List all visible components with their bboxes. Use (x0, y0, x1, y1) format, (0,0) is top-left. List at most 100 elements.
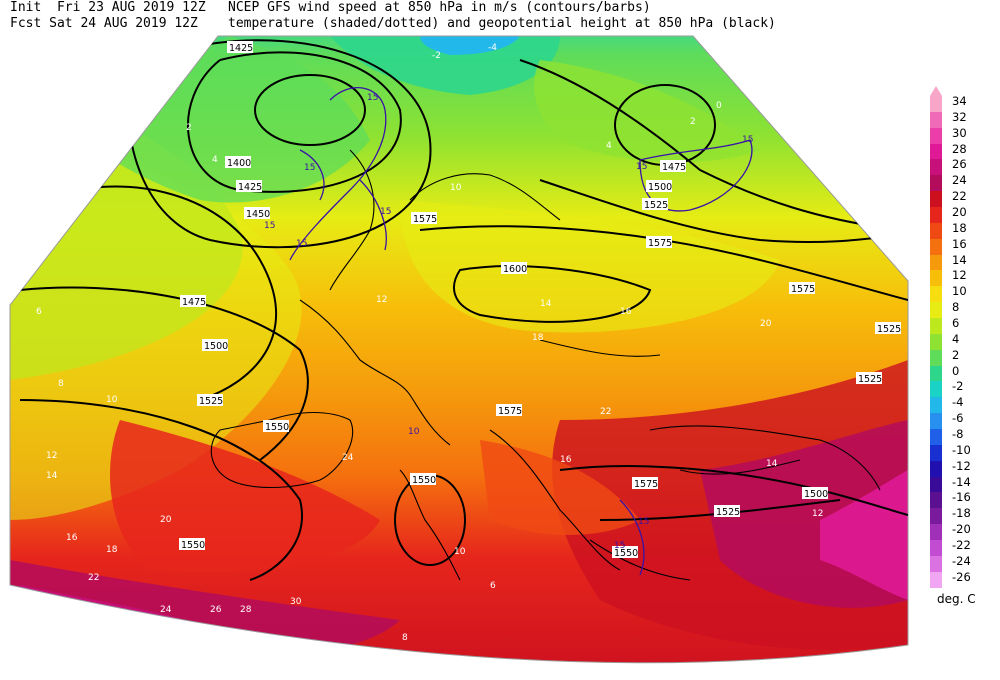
colorbar-segment (930, 143, 942, 160)
wind-label: 10 (408, 427, 420, 437)
colorbar-level-label: 12 (952, 268, 967, 283)
temp-label: 18 (106, 545, 118, 555)
colorbar-segment (930, 540, 942, 556)
height-label: 1525 (875, 322, 901, 335)
svg-text:1575: 1575 (413, 214, 437, 225)
colorbar-segment (930, 508, 942, 525)
height-label: 1525 (714, 505, 740, 518)
temp-label: 30 (290, 597, 302, 607)
temp-label: -4 (488, 43, 497, 53)
colorbar-segment (930, 254, 942, 271)
svg-text:1525: 1525 (877, 324, 901, 335)
height-label: 1575 (411, 212, 437, 225)
colorbar-level-label: 4 (952, 331, 960, 346)
height-label: 1525 (856, 372, 882, 385)
height-label: 1550 (410, 473, 436, 486)
height-label: 1550 (179, 538, 205, 551)
map-outline (9, 35, 909, 664)
colorbar-level-label: 22 (952, 189, 967, 204)
colorbar-level-label: -8 (952, 427, 964, 442)
temp-label: 8 (58, 379, 64, 389)
colorbar-segment (930, 460, 942, 477)
colorbar-level-label: 2 (952, 347, 960, 362)
colorbar-segment (930, 333, 942, 350)
height-label: 1600 (501, 262, 527, 275)
colorbar-level-label: 26 (952, 157, 967, 172)
temp-label: 6 (490, 581, 496, 591)
init-time: Init Fri 23 AUG 2019 12Z (10, 0, 206, 15)
height-label: 1475 (180, 295, 206, 308)
header-row-1: Init Fri 23 AUG 2019 12Z NCEP GFS wind sp… (10, 0, 776, 16)
height-label: 1500 (646, 180, 672, 193)
colorbar-segment (930, 127, 942, 144)
colorbar-segment (930, 318, 942, 334)
height-contours (19, 39, 908, 581)
svg-text:1500: 1500 (648, 182, 672, 193)
temp-label: 2 (690, 117, 696, 127)
temp-label: 10 (454, 547, 466, 557)
height-label: 1525 (642, 198, 668, 211)
temp-label: 20 (760, 319, 772, 329)
temp-label: 4 (606, 141, 612, 151)
svg-text:1475: 1475 (662, 162, 686, 173)
height-label: 1500 (202, 339, 228, 352)
colorbar-level-label: -16 (952, 490, 971, 505)
svg-text:1400: 1400 (227, 158, 251, 169)
temp-label: 0 (716, 101, 722, 111)
colorbar-segment (930, 111, 942, 128)
temp-label: 12 (46, 451, 57, 461)
temp-label: 16 (66, 533, 78, 543)
colorbar-segment (930, 175, 942, 192)
colorbar-segment (930, 397, 942, 414)
colorbar-segment (930, 159, 942, 176)
colorbar-labels: 34 32 30 28 26 24 22 20 18 16 14 12 10 8 6 4 2 0 -2 -4 -6 -8-… (952, 94, 971, 586)
temp-label: 4 (212, 155, 218, 165)
colorbar-level-label: -26 (952, 569, 971, 584)
svg-text:1600: 1600 (503, 264, 527, 275)
colorbar-units: deg. C (937, 592, 976, 606)
colorbar-level-label: 8 (952, 300, 960, 315)
forecast-time: Fcst Sat 24 AUG 2019 12Z (10, 16, 198, 31)
colorbar-segment (930, 207, 942, 223)
chart-header: Init Fri 23 AUG 2019 12Z NCEP GFS wind sp… (10, 0, 776, 32)
colorbar-segment (930, 270, 942, 287)
colorbar-level-label: 14 (952, 252, 967, 267)
wind-label: 15 (614, 541, 625, 551)
svg-text:1550: 1550 (412, 475, 436, 486)
colorbar-level-label: 20 (952, 205, 967, 220)
height-label: 1475 (660, 160, 686, 173)
colorbar-level-label: 10 (952, 284, 967, 299)
temp-label: 8 (402, 633, 408, 643)
height-label: 1400 (225, 156, 251, 169)
height-label: 1425 (227, 41, 253, 54)
wind-label: 15 (380, 207, 391, 217)
colorbar-level-label: 18 (952, 220, 967, 235)
svg-text:1575: 1575 (498, 406, 522, 417)
colorbar-segment (930, 492, 942, 509)
temp-label: 24 (160, 605, 172, 615)
temp-label: 16 (620, 307, 632, 317)
temp-label: 12 (376, 295, 387, 305)
svg-text:1575: 1575 (634, 479, 658, 490)
colorbar-segment (930, 96, 942, 112)
temp-label: 26 (210, 605, 222, 615)
temp-label: 24 (342, 453, 354, 463)
temp-label: 18 (532, 333, 544, 343)
temp-label: 12 (812, 509, 823, 519)
colorbar-segment (930, 555, 942, 572)
svg-text:1550: 1550 (181, 540, 205, 551)
title-line-1: NCEP GFS wind speed at 850 hPa in m/s (c… (228, 0, 651, 15)
colorbar-segment (930, 286, 942, 303)
svg-text:1525: 1525 (716, 507, 740, 518)
height-label: 1550 (263, 420, 289, 433)
colorbar-level-label: 6 (952, 316, 960, 331)
colorbar-level-label: 0 (952, 363, 960, 378)
temp-label: 22 (88, 573, 99, 583)
colorbar-level-label: -12 (952, 458, 971, 473)
colorbar-level-label: 24 (952, 173, 967, 188)
temp-label: 20 (160, 515, 172, 525)
title-line-2: temperature (shaded/dotted) and geopoten… (228, 16, 776, 31)
svg-text:1525: 1525 (199, 396, 223, 407)
